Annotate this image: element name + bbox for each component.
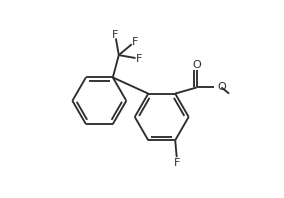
Text: O: O — [192, 60, 201, 70]
Text: F: F — [131, 37, 138, 47]
Text: F: F — [174, 158, 180, 168]
Text: F: F — [136, 54, 143, 64]
Text: F: F — [112, 30, 118, 40]
Text: O: O — [218, 82, 226, 92]
